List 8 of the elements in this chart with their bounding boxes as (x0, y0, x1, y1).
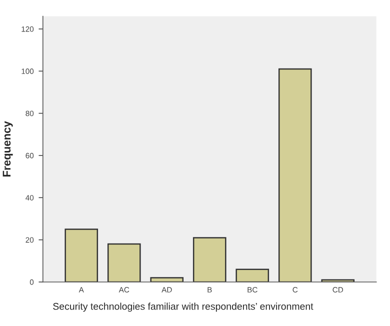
bar (236, 268, 270, 282)
x-axis-title: Security technologies familiar with respondents’ environment (53, 302, 314, 312)
bar (107, 243, 141, 282)
bar (64, 228, 98, 282)
bar (150, 277, 184, 282)
y-axis-title: Frequency (2, 121, 13, 176)
bar (192, 237, 226, 282)
bar (278, 68, 312, 282)
